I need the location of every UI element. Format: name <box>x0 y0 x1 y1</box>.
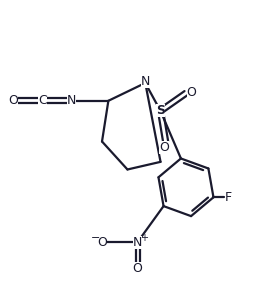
Text: O: O <box>8 94 18 107</box>
Text: O: O <box>159 141 169 154</box>
Text: F: F <box>225 191 232 204</box>
Text: O: O <box>97 235 107 248</box>
Text: −: − <box>91 233 100 243</box>
Text: C: C <box>38 94 47 107</box>
Text: O: O <box>133 262 142 275</box>
Text: O: O <box>187 86 197 99</box>
Text: S: S <box>156 104 165 117</box>
Text: N: N <box>133 235 142 248</box>
Text: N: N <box>141 75 150 88</box>
Text: +: + <box>140 233 148 243</box>
Text: N: N <box>67 94 76 107</box>
